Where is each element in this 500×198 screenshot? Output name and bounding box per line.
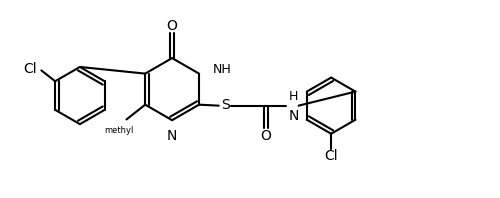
Text: NH: NH: [213, 63, 232, 76]
Text: Cl: Cl: [324, 149, 338, 163]
Text: H: H: [289, 90, 298, 103]
Text: O: O: [260, 129, 272, 143]
Text: methyl: methyl: [104, 126, 134, 135]
Text: Cl: Cl: [24, 62, 38, 76]
Text: O: O: [166, 19, 177, 33]
Text: S: S: [221, 98, 230, 112]
Text: N: N: [288, 109, 299, 123]
Text: N: N: [167, 129, 177, 143]
